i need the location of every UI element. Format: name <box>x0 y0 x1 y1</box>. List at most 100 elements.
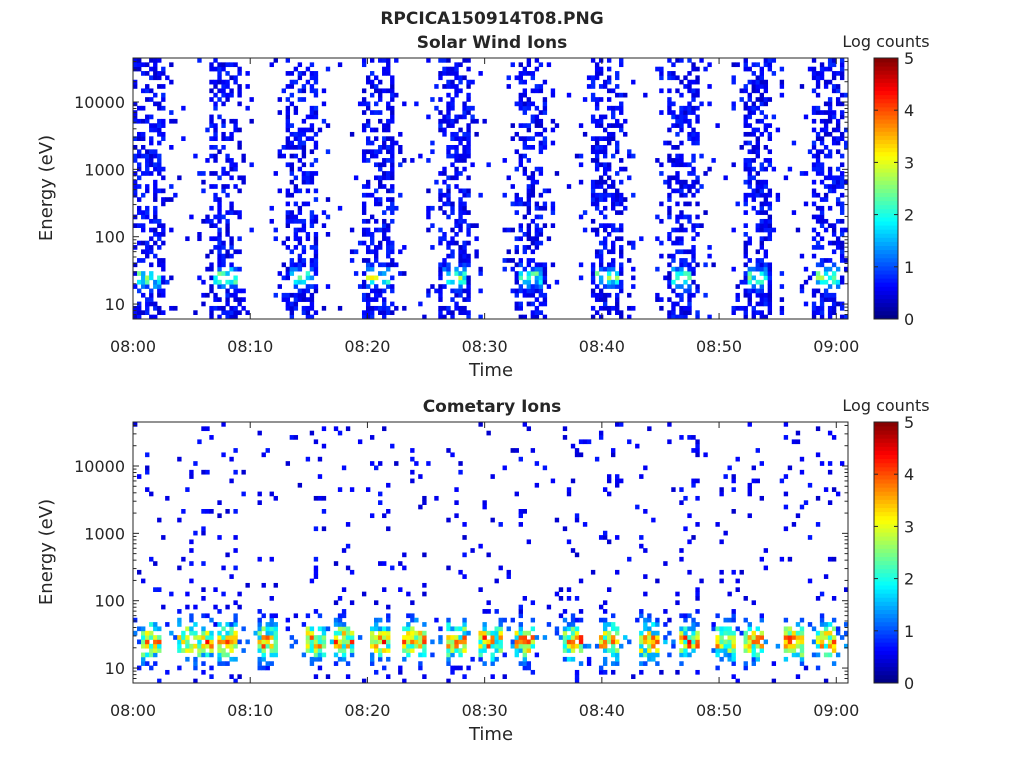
spectrogram-cell <box>225 643 230 649</box>
colorbar-segment <box>874 617 898 623</box>
spectrogram-cell <box>313 439 319 445</box>
spectrogram-cell <box>454 88 459 94</box>
spectrogram-cell <box>835 179 841 185</box>
spectrogram-cell <box>655 635 660 640</box>
spectrogram-cell <box>341 630 347 636</box>
spectrogram-cell <box>518 630 523 636</box>
spectrogram-cell <box>554 279 560 285</box>
spectrogram-cell <box>361 240 367 246</box>
spectrogram-cell <box>779 79 785 85</box>
spectrogram-cell <box>217 205 222 211</box>
spectrogram-cell <box>827 97 833 102</box>
spectrogram-cell <box>225 223 230 228</box>
spectrogram-cell <box>615 271 620 276</box>
spectrogram-cell <box>514 279 519 285</box>
spectrogram-cell <box>498 617 503 623</box>
spectrogram-cell <box>382 184 387 189</box>
spectrogram-cell <box>225 604 230 610</box>
spectrogram-cell <box>422 591 427 597</box>
spectrogram-cell <box>273 635 278 640</box>
spectrogram-cell <box>365 310 371 315</box>
spectrogram-cell <box>386 123 391 128</box>
spectrogram-cell <box>229 310 234 315</box>
spectrogram-cell <box>390 249 395 255</box>
spectrogram-cell <box>209 617 214 623</box>
spectrogram-cell <box>683 227 688 233</box>
spectrogram-cell <box>502 652 507 658</box>
spectrogram-cell <box>570 613 576 619</box>
spectrogram-cell <box>526 197 532 202</box>
spectrogram-cell <box>751 166 756 172</box>
spectrogram-cell <box>141 214 146 220</box>
spectrogram-cell <box>133 617 138 623</box>
spectrogram-cell <box>747 162 752 168</box>
spectrogram-cell <box>333 600 339 606</box>
spectrogram-cell <box>767 97 773 102</box>
spectrogram-cell <box>747 236 752 242</box>
spectrogram-cell <box>209 218 214 224</box>
spectrogram-cell <box>209 266 214 272</box>
spectrogram-cell <box>137 166 142 172</box>
spectrogram-cell <box>410 456 415 462</box>
spectrogram-cell <box>679 127 684 133</box>
spectrogram-cell <box>771 227 777 233</box>
spectrogram-cell <box>221 635 226 640</box>
spectrogram-cell <box>337 430 343 436</box>
spectrogram-cell <box>759 292 764 298</box>
spectrogram-cell <box>751 314 756 320</box>
spectrogram-cell <box>133 223 138 228</box>
spectrogram-cell <box>149 648 154 653</box>
colorbar-segment <box>874 585 898 590</box>
spectrogram-cell <box>466 123 471 128</box>
spectrogram-cell <box>337 648 343 653</box>
spectrogram-cell <box>791 635 797 640</box>
spectrogram-cell <box>454 84 459 89</box>
spectrogram-cell <box>229 118 234 124</box>
spectrogram-cell <box>683 495 688 501</box>
spectrogram-cell <box>615 92 620 98</box>
spectrogram-cell <box>695 66 700 72</box>
spectrogram-cells <box>133 58 849 320</box>
spectrogram-cell <box>743 279 748 285</box>
spectrogram-cell <box>462 249 467 255</box>
spectrogram-cell <box>349 643 355 649</box>
spectrogram-cell <box>719 643 724 649</box>
spectrogram-cell <box>795 227 801 233</box>
spectrogram-cell <box>827 310 833 315</box>
spectrogram-cell <box>602 669 608 675</box>
spectrogram-cell <box>602 171 608 176</box>
spectrogram-cell <box>627 149 632 155</box>
spectrogram-cell <box>675 201 680 207</box>
spectrogram-cell <box>518 639 523 645</box>
spectrogram-cell <box>313 75 319 81</box>
spectrogram-cell <box>783 491 789 497</box>
spectrogram-cell <box>149 66 154 72</box>
spectrogram-cell <box>755 301 760 307</box>
spectrogram-cell <box>141 210 146 215</box>
spectrogram-cell <box>446 153 451 159</box>
spectrogram-cell <box>369 461 375 466</box>
spectrogram-cell <box>518 613 523 619</box>
spectrogram-cell <box>365 297 371 302</box>
spectrogram-cell <box>261 648 266 653</box>
spectrogram-cell <box>643 617 648 623</box>
spectrogram-cell <box>285 210 291 215</box>
spectrogram-cell <box>402 552 407 558</box>
spectrogram-cell <box>602 284 608 289</box>
spectrogram-cell <box>679 556 684 562</box>
spectrogram-cell <box>683 626 688 632</box>
spectrogram-cell <box>450 652 455 658</box>
spectrogram-cell <box>619 279 624 285</box>
spectrogram-cell <box>526 639 532 645</box>
spectrogram-cell <box>562 617 568 623</box>
spectrogram-cell <box>305 288 311 294</box>
spectrogram-cell <box>313 648 319 653</box>
spectrogram-cell <box>361 227 367 233</box>
spectrogram-cell <box>627 292 632 298</box>
spectrogram-cell <box>490 652 495 658</box>
spectrogram-cell <box>470 105 475 111</box>
spectrogram-cell <box>550 478 556 484</box>
spectrogram-cell <box>221 591 226 597</box>
spectrogram-cell <box>506 626 511 632</box>
spectrogram-cell <box>161 292 166 298</box>
